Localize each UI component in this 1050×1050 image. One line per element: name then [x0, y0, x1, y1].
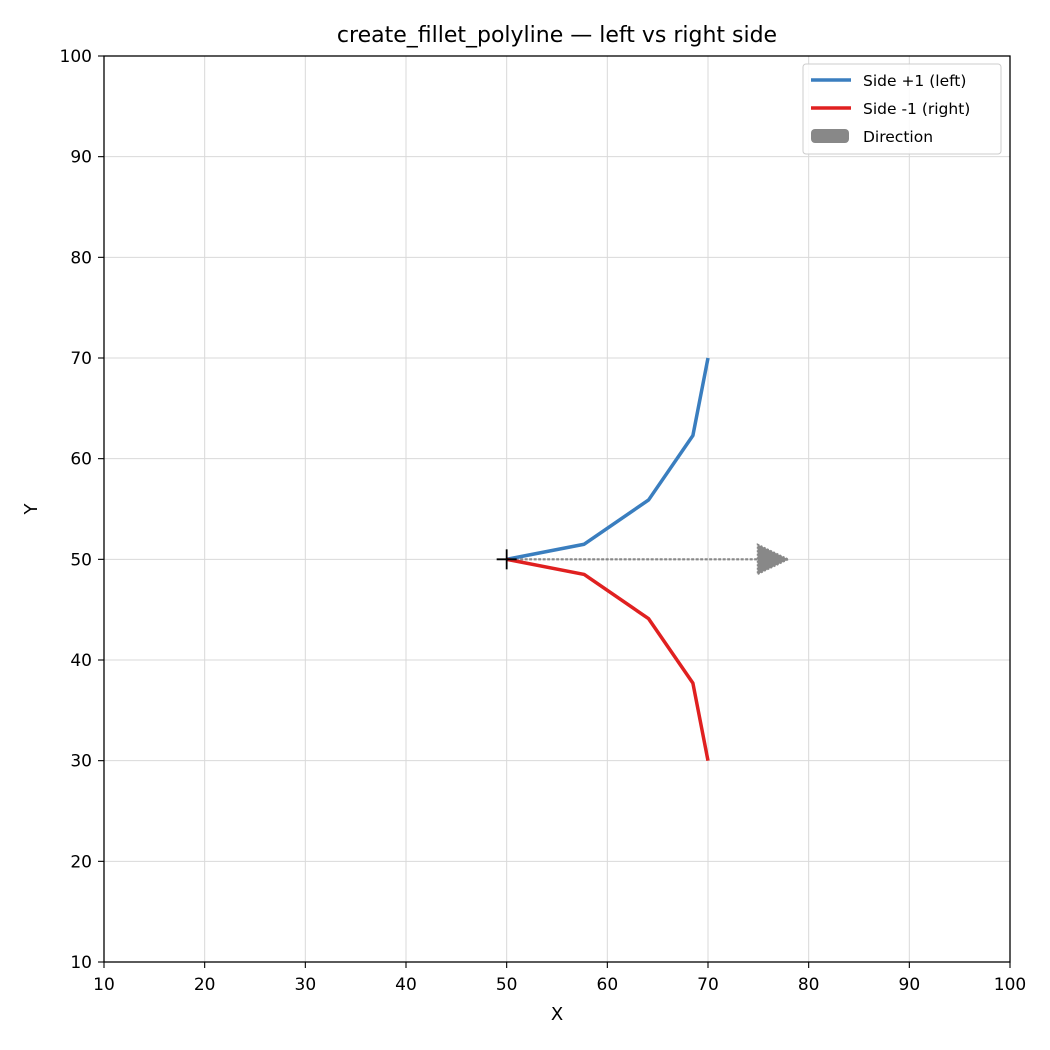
y-axis-label: Y	[21, 503, 42, 516]
x-tick-label: 40	[395, 975, 417, 995]
legend-box	[802, 63, 1002, 155]
y-tick-label: 50	[70, 550, 92, 570]
x-tick-label: 10	[93, 975, 115, 995]
x-tick-label: 20	[194, 975, 216, 995]
x-axis-label: X	[551, 1004, 563, 1025]
x-tick-label: 50	[496, 975, 518, 995]
y-tick-label: 70	[70, 349, 92, 369]
series-side-right-line	[506, 557, 710, 762]
x-tick-label: 30	[295, 975, 317, 995]
y-tick-label: 10	[70, 953, 92, 973]
x-tick-label: 80	[798, 975, 820, 995]
x-tick-label: 100	[994, 975, 1026, 995]
legend: Side +1 (left) Side -1 (right) Direction	[802, 63, 1002, 155]
chart-title: create_fillet_polyline — left vs right s…	[337, 23, 777, 48]
legend-label-side-right: Side -1 (right)	[863, 100, 970, 118]
axis-ticks: 10 20 30 40 50 60 70 80 90 100 10 20 30 40 50 60 70 80 90 1…	[60, 47, 1027, 995]
plot-frame	[103, 55, 1011, 963]
grid	[103, 55, 1011, 963]
x-tick-label: 70	[697, 975, 719, 995]
y-tick-label: 40	[70, 651, 92, 671]
y-tick-label: 90	[70, 148, 92, 168]
y-tick-label: 80	[70, 248, 92, 268]
plot-area	[496, 357, 791, 762]
y-tick-label: 100	[60, 47, 92, 67]
legend-label-side-left: Side +1 (left)	[863, 72, 966, 90]
y-tick-label: 30	[70, 752, 92, 772]
direction-arrow-head	[756, 543, 791, 576]
x-tick-label: 90	[899, 975, 921, 995]
series-side-left-line	[506, 357, 710, 562]
legend-swatch-direction	[811, 129, 849, 143]
x-tick-label: 60	[597, 975, 619, 995]
legend-label-direction: Direction	[863, 128, 933, 146]
y-tick-label: 20	[70, 852, 92, 872]
y-tick-label: 60	[70, 450, 92, 470]
